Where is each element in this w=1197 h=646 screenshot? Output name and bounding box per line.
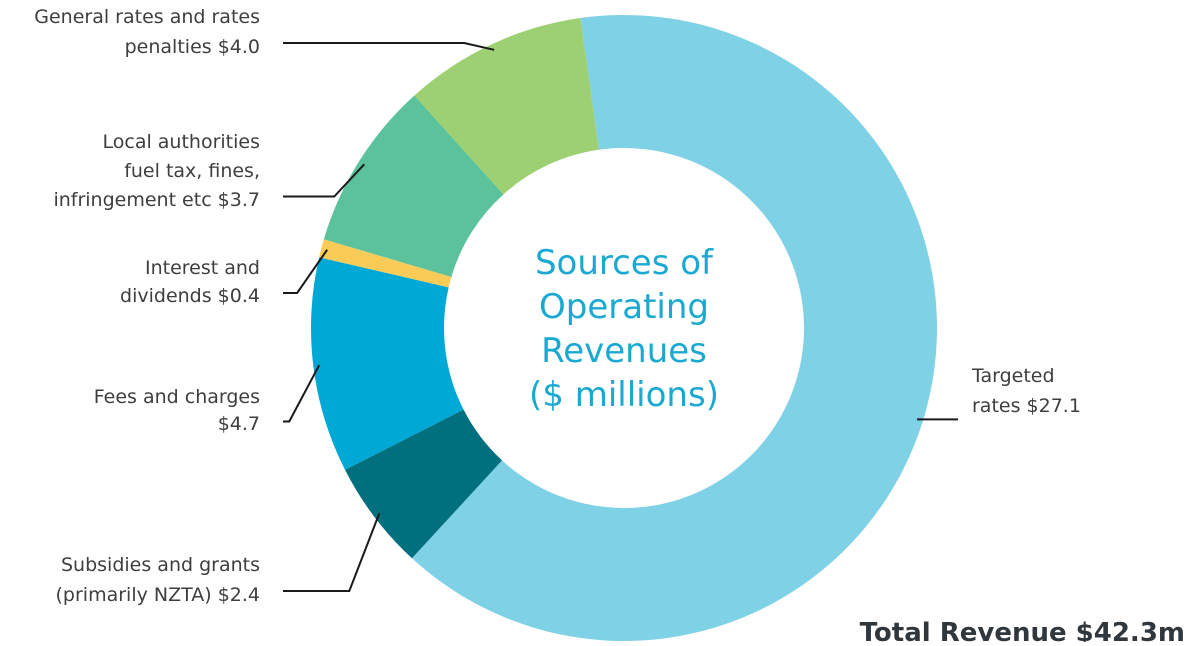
slice-label-line: Targeted bbox=[971, 365, 1055, 387]
slice-labels: Targeted rates $27.1 Subsidies and grants (… bbox=[34, 6, 1081, 606]
leader-line bbox=[283, 364, 321, 423]
chart-title-line: Sources of bbox=[535, 243, 714, 283]
slice-label: Interest and dividends $0.4 bbox=[120, 257, 260, 307]
chart-title-line: Revenues bbox=[541, 331, 707, 371]
leader-line bbox=[283, 42, 495, 51]
slice-label-line: Interest and bbox=[145, 257, 260, 279]
slice-label-line: Local authorities bbox=[103, 131, 261, 153]
slice-label-line: dividends $0.4 bbox=[120, 285, 260, 307]
donut-slice bbox=[319, 239, 452, 288]
slice-label-line: Fees and charges bbox=[94, 386, 260, 408]
chart-title-line: ($ millions) bbox=[529, 375, 719, 415]
slice-label-line: Subsidies and grants bbox=[61, 554, 260, 576]
slice-label: General rates and rates penalties $4.0 bbox=[34, 6, 260, 58]
slice-label: Local authorities fuel tax, fines, infring… bbox=[53, 131, 260, 211]
slice-label: Fees and charges $4.7 bbox=[94, 386, 260, 435]
leader-line bbox=[283, 513, 381, 592]
slice-label-line: (primarily NZTA) $2.4 bbox=[56, 584, 260, 606]
slice-label-line: $4.7 bbox=[218, 413, 260, 435]
slice-label-line: penalties $4.0 bbox=[125, 36, 260, 58]
slice-label-line: General rates and rates bbox=[34, 6, 260, 28]
chart-title-line: Operating bbox=[539, 287, 709, 327]
leader-lines bbox=[283, 42, 958, 592]
leader-line bbox=[283, 163, 365, 198]
slice-label-line: rates $27.1 bbox=[972, 395, 1081, 417]
slice-label: Subsidies and grants (primarily NZTA) $2.… bbox=[56, 554, 260, 606]
donut-slice bbox=[311, 257, 464, 470]
slice-label-line: fuel tax, fines, bbox=[124, 160, 260, 182]
leader-line bbox=[283, 249, 328, 294]
total-revenue-label: Total Revenue $42.3m bbox=[860, 618, 1185, 642]
slice-label-line: infringement etc $3.7 bbox=[53, 189, 260, 211]
donut-slice bbox=[323, 95, 504, 277]
slice-label: Targeted rates $27.1 bbox=[971, 365, 1081, 417]
donut-slice bbox=[411, 14, 938, 641]
donut-slices bbox=[311, 14, 938, 641]
donut-slice bbox=[344, 409, 503, 559]
donut-slice bbox=[414, 18, 599, 195]
chart-title: Sources of Operating Revenues ($ millions) bbox=[529, 243, 719, 415]
